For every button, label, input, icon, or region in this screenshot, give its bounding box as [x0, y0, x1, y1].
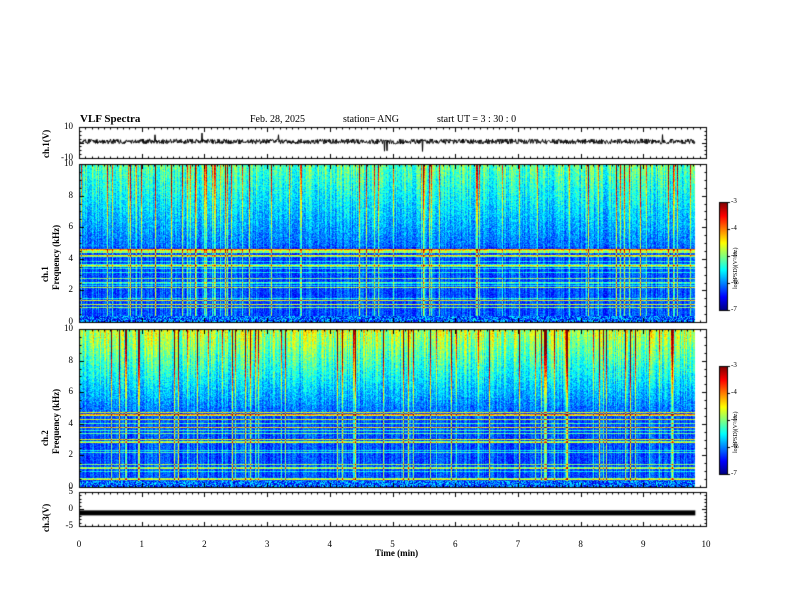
ch2-spectrogram-ylabel-channel: ch.2: [40, 430, 50, 446]
ch1-spectrogram-y-tick-label: 10: [64, 158, 73, 168]
ch2-spectrogram-y-tick-label: 2: [68, 449, 74, 460]
x-tick-label: 7: [515, 539, 521, 549]
x-tick-label: 0: [76, 539, 82, 549]
start-time-label: start UT = 3 : 30 : 0: [437, 114, 517, 125]
ch3-waveform-ylabel: ch.3(V): [41, 503, 51, 532]
ch1-y-tick-label: 10: [64, 121, 73, 131]
ch1-spectrogram-y-tick-label: 2: [68, 284, 74, 295]
x-tick-label: 9: [641, 539, 646, 549]
ch1-spectrogram-y-tick-label: 0: [68, 316, 74, 326]
ch1-spectrogram-ylabel-channel: ch.1: [40, 266, 50, 282]
ch1-spectrogram-y-tick-label: 4: [68, 252, 74, 263]
station-label: station= ANG: [343, 114, 399, 125]
x-tick-label: 10: [701, 539, 711, 549]
x-tick-label: 1: [139, 539, 144, 549]
x-tick-label: 8: [578, 539, 583, 549]
ch1-spectrogram-ylabel: Frequency (kHz): [51, 224, 61, 290]
colorbar-tick-label: -4: [731, 388, 737, 396]
colorbar-tick-label: -3: [731, 197, 737, 205]
date-label: Feb. 28, 2025: [250, 114, 305, 125]
ch3-y-tick-label: 0: [68, 503, 74, 513]
colorbar-tick-label: -7: [731, 305, 737, 313]
figure-title: VLF Spectra: [80, 113, 141, 125]
ch2-spectrogram-y-tick-label: 6: [68, 386, 74, 397]
x-tick-label: 3: [264, 539, 270, 549]
ch1-spectrogram-y-tick-label: 6: [68, 221, 74, 232]
colorbar-tick-label: -6: [731, 442, 737, 450]
ch2-spectrogram-y-tick-label: 10: [64, 323, 73, 333]
x-tick-label: 2: [202, 539, 207, 549]
colorbar-tick-label: -5: [731, 251, 737, 259]
ch3-y-tick-label: -5: [65, 520, 74, 530]
colorbar-tick-label: -5: [731, 415, 737, 423]
ch1-spectrogram-y-tick-label: 8: [68, 189, 74, 200]
ch1-waveform-ylabel: ch.1(V): [41, 129, 51, 158]
ch2-spectrogram-y-tick-label: 8: [68, 354, 74, 365]
x-tick-label: 5: [390, 539, 395, 549]
ch2-spectrogram-y-tick-label: 4: [68, 417, 74, 428]
colorbar-tick-label: -3: [731, 361, 737, 369]
x-axis-label: Time (min): [375, 548, 419, 558]
colorbar-tick-label: -7: [731, 469, 737, 477]
x-tick-label: 4: [327, 539, 333, 549]
ch1-y-tick-label: -10: [61, 152, 73, 162]
x-tick-label: 6: [452, 539, 458, 549]
ch3-y-tick-label: 5: [68, 486, 74, 496]
ch2-spectrogram-ylabel: Frequency (kHz): [51, 388, 61, 454]
colorbar-tick-label: -4: [731, 224, 737, 232]
colorbar-tick-label: -6: [731, 278, 737, 286]
ch2-spectrogram-y-tick-label: 0: [68, 481, 74, 491]
